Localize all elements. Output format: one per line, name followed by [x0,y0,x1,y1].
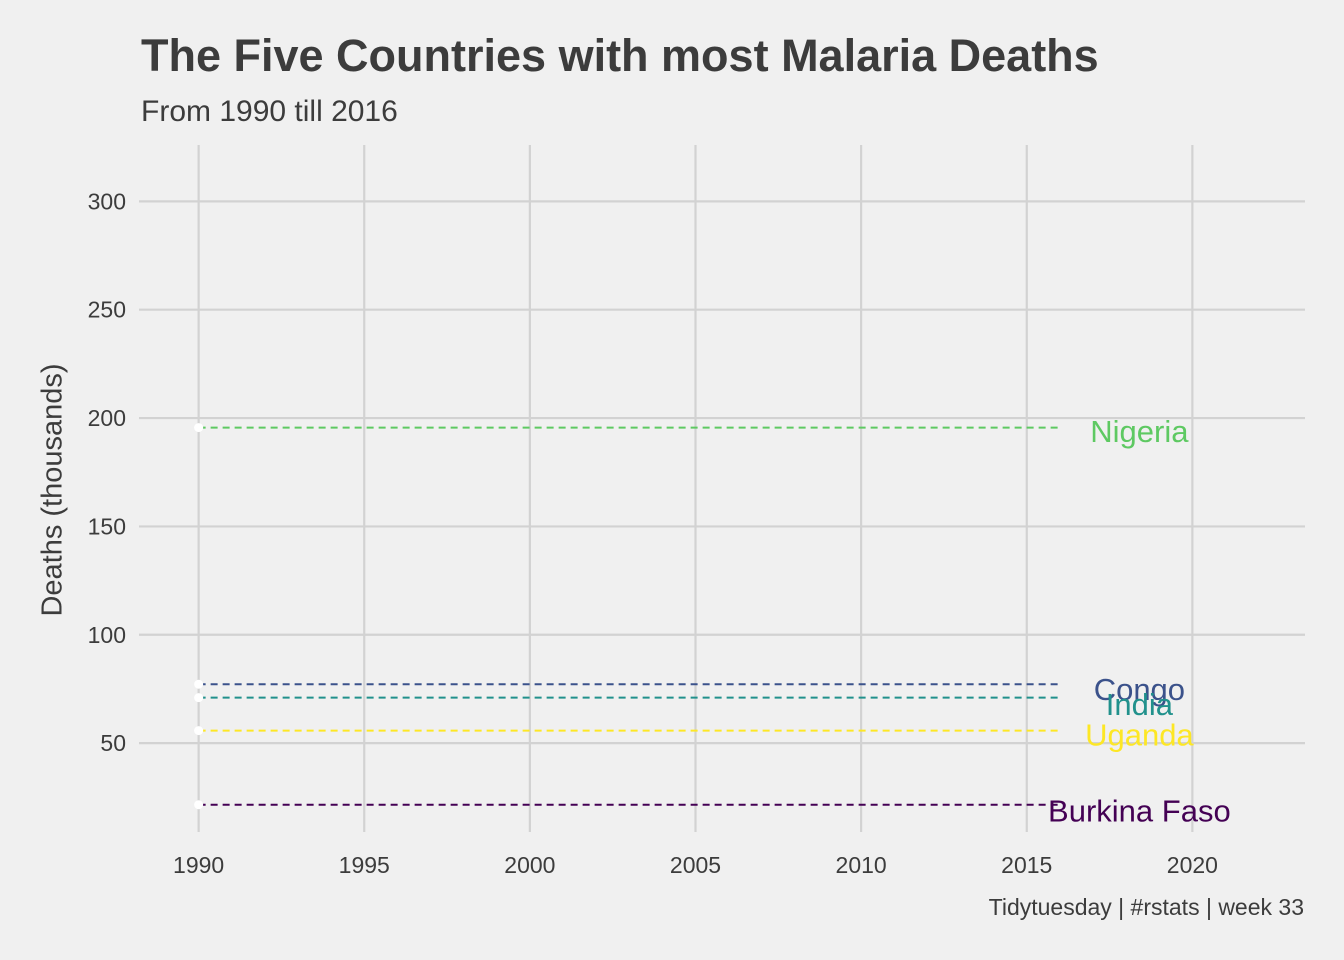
y-tick-label: 200 [88,405,126,431]
chart-subtitle: From 1990 till 2016 [141,95,398,128]
chart-caption: Tidytuesday | #rstats | week 33 [988,894,1304,920]
x-tick-label: 1995 [339,852,390,878]
y-tick-label: 250 [88,297,126,323]
x-tick-label: 2020 [1167,852,1218,878]
y-tick-label: 100 [88,622,126,648]
series-label-congo: Congo [1094,672,1185,707]
chart-title: The Five Countries with most Malaria Dea… [141,30,1099,81]
x-tick-label: 2000 [504,852,555,878]
series-label-uganda: Uganda [1085,717,1194,752]
series-label-india: India [1106,687,1174,722]
point-marker-uganda [194,726,204,736]
x-tick-label: 2005 [670,852,721,878]
x-tick-label: 2015 [1001,852,1052,878]
y-tick-label: 50 [100,730,126,756]
x-tick-label: 2010 [836,852,887,878]
point-marker-nigeria [194,423,204,433]
point-marker-burkina-faso [194,800,204,810]
series-label-burkina-faso: Burkina Faso [1048,793,1231,828]
y-tick-label: 150 [88,513,126,539]
point-marker-congo [194,679,204,689]
point-marker-india [194,693,204,703]
series-label-nigeria: Nigeria [1090,414,1189,449]
x-tick-label: 1990 [173,852,224,878]
y-tick-label: 300 [88,188,126,214]
